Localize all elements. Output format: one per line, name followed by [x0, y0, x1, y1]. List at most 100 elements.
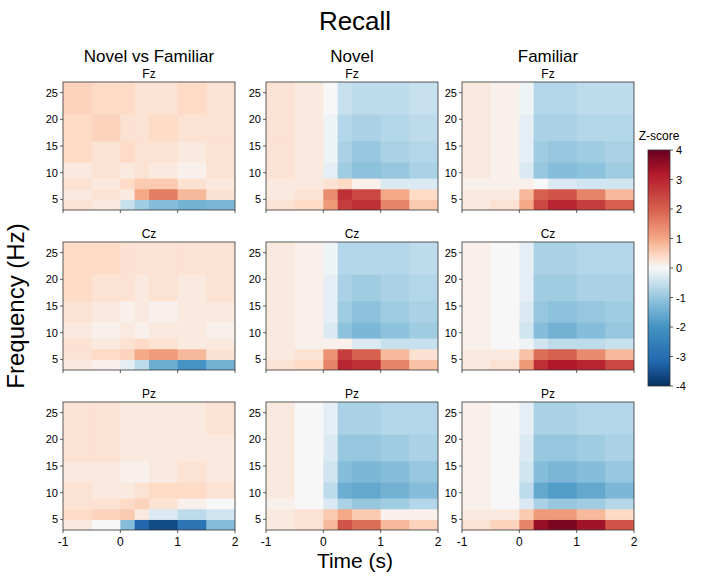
cell	[548, 199, 577, 210]
x-tick	[235, 210, 236, 213]
cell	[295, 509, 324, 520]
x-tick	[235, 370, 236, 373]
cell	[92, 199, 121, 210]
cell	[149, 509, 178, 520]
cell	[352, 178, 381, 189]
cell	[135, 482, 150, 499]
cell	[63, 498, 92, 509]
cell	[178, 301, 207, 323]
frame	[266, 242, 438, 370]
cell	[149, 189, 178, 200]
cell	[519, 178, 534, 189]
cell	[135, 82, 150, 115]
cell	[548, 519, 577, 530]
y-tick-label: 15	[46, 140, 58, 152]
cell	[491, 498, 520, 509]
x-tick	[120, 530, 121, 533]
cell	[381, 434, 410, 461]
cell	[519, 274, 534, 301]
cell	[120, 498, 135, 509]
colorbar-tick-label: 1	[676, 233, 682, 245]
cell	[534, 82, 549, 115]
cell	[548, 402, 577, 435]
y-tick-label: 10	[445, 167, 457, 179]
cell	[462, 519, 491, 530]
cell	[548, 359, 577, 370]
cell	[409, 359, 438, 370]
cell	[605, 82, 634, 115]
panel-title: Pz	[142, 387, 156, 401]
cell	[178, 189, 207, 200]
cell	[381, 301, 410, 323]
cell	[548, 114, 577, 141]
x-tick	[63, 530, 64, 533]
y-tick	[60, 252, 63, 253]
cell	[63, 519, 92, 530]
y-tick-label: 5	[52, 513, 58, 525]
cell	[534, 359, 549, 370]
cell	[409, 482, 438, 499]
cell	[266, 114, 295, 141]
y-tick	[263, 412, 266, 413]
cell	[534, 498, 549, 509]
cell	[149, 434, 178, 461]
heatmap-cells	[462, 242, 634, 370]
y-tick-label: 20	[249, 433, 261, 445]
cell	[338, 322, 353, 339]
cell	[120, 359, 135, 370]
cell	[135, 199, 150, 210]
cell	[338, 178, 353, 189]
x-tick	[266, 370, 267, 373]
cell	[409, 322, 438, 339]
cell	[178, 242, 207, 275]
cell	[491, 509, 520, 520]
y-tick-label: 15	[249, 140, 261, 152]
y-tick	[263, 199, 266, 200]
cell	[491, 349, 520, 360]
x-tick	[634, 210, 635, 213]
y-tick-label: 5	[255, 353, 261, 365]
cell	[605, 461, 634, 483]
cell	[206, 359, 235, 370]
y-tick-label: 5	[255, 513, 261, 525]
cell	[409, 519, 438, 530]
cell	[534, 509, 549, 520]
cell	[534, 178, 549, 189]
cell	[491, 402, 520, 435]
cell	[577, 242, 606, 275]
cell	[120, 509, 135, 520]
y-tick	[60, 332, 63, 333]
cell	[338, 274, 353, 301]
cell	[577, 114, 606, 141]
x-tick	[576, 530, 577, 533]
cell	[92, 338, 121, 349]
cell	[206, 402, 235, 435]
cell	[135, 519, 150, 530]
cell	[338, 114, 353, 141]
y-tick-label: 20	[445, 433, 457, 445]
cell	[352, 349, 381, 360]
x-tick	[235, 530, 236, 533]
cell	[381, 519, 410, 530]
heatmap-cells	[266, 82, 438, 210]
cell	[266, 498, 295, 509]
cell	[462, 509, 491, 520]
cell	[266, 461, 295, 483]
cell	[63, 434, 92, 461]
cell	[266, 82, 295, 115]
y-tick-label: 25	[445, 87, 457, 99]
cell	[295, 189, 324, 200]
y-tick-label: 20	[445, 273, 457, 285]
cell	[295, 359, 324, 370]
cell	[491, 242, 520, 275]
x-tick-label: 0	[516, 535, 523, 549]
x-tick	[634, 370, 635, 373]
cell	[548, 141, 577, 163]
cell	[577, 338, 606, 349]
x-tick-label: 0	[320, 535, 327, 549]
cell	[534, 114, 549, 141]
x-tick	[120, 210, 121, 213]
cell	[206, 82, 235, 115]
cell	[534, 162, 549, 179]
cell	[338, 162, 353, 179]
